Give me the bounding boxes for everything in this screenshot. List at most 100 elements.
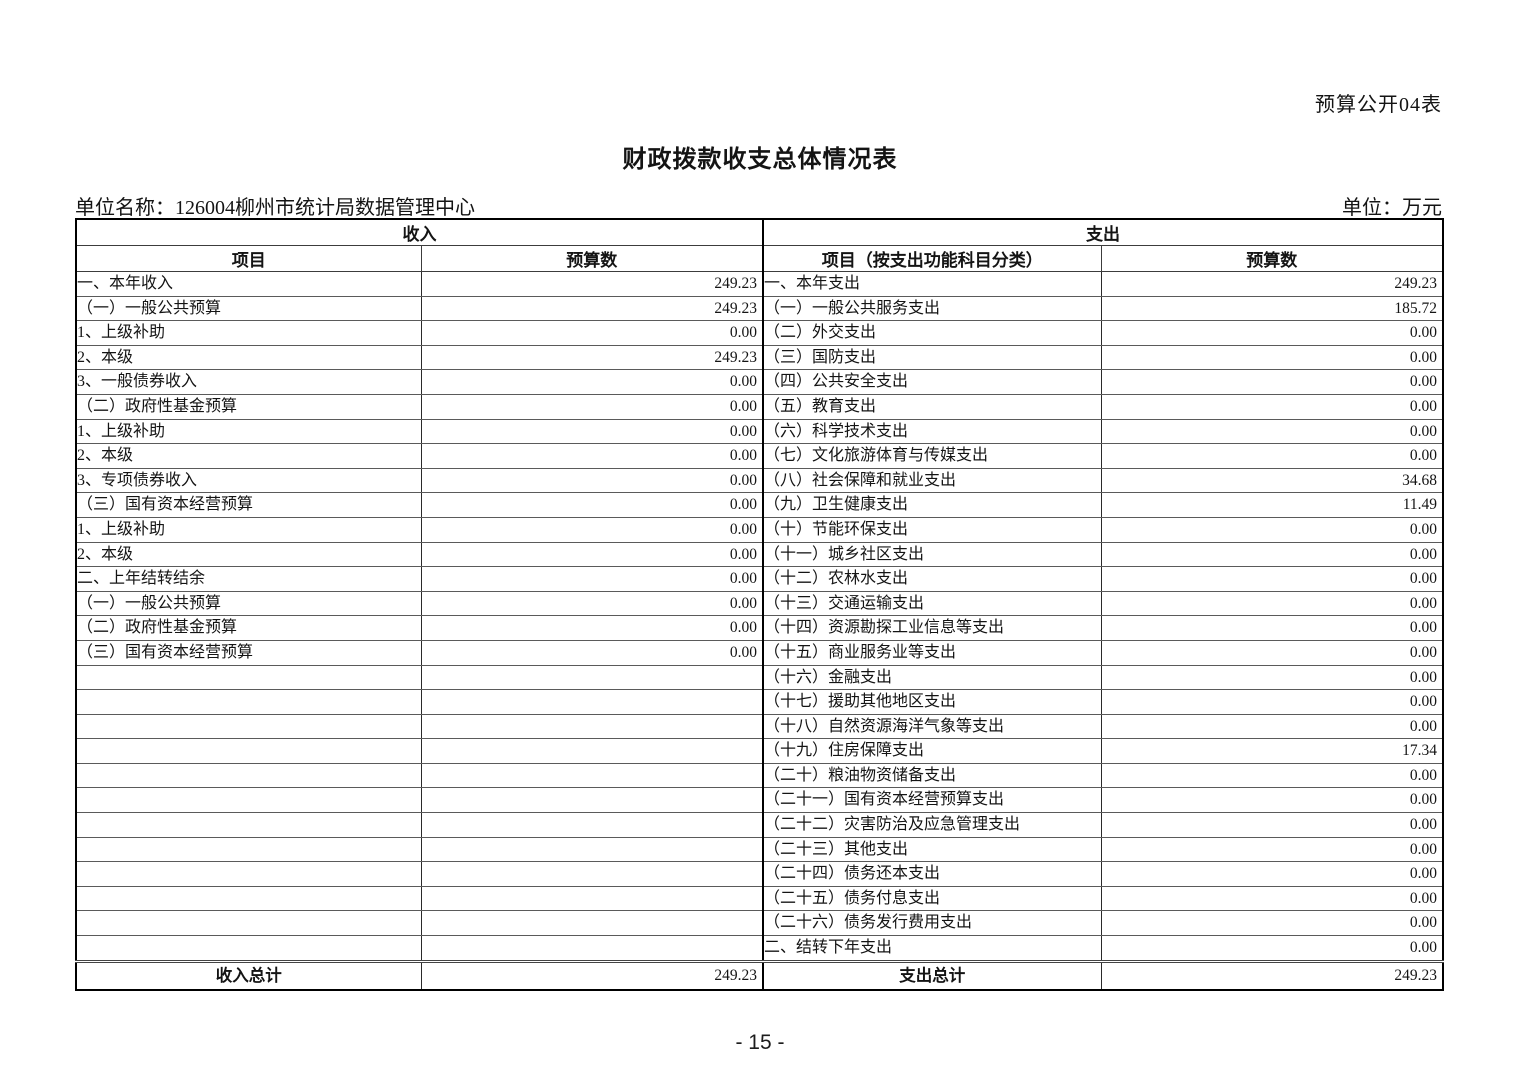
income-item-label xyxy=(75,762,422,789)
expense-item-label: （二十）粮油物资储备支出 xyxy=(762,762,1102,789)
income-budget-value: 0.00 xyxy=(420,393,764,420)
income-item-label: 2、本级 xyxy=(75,443,422,469)
expense-item-label: （十九）住房保障支出 xyxy=(762,738,1102,764)
expense-total-value: 249.23 xyxy=(1100,959,1444,991)
income-item-label: （一）一般公共预算 xyxy=(75,295,422,322)
income-item-label: 3、一般债券收入 xyxy=(75,369,422,395)
income-budget-value: 0.00 xyxy=(420,615,764,641)
expense-item-label: （六）科学技术支出 xyxy=(762,418,1102,445)
income-budget-value xyxy=(420,910,764,937)
expense-item-label: （二）外交支出 xyxy=(762,320,1102,346)
expense-budget-value: 0.00 xyxy=(1100,516,1444,543)
expense-item-label: （九）卫生健康支出 xyxy=(762,492,1102,518)
income-total-label: 收入总计 xyxy=(75,959,422,991)
budget-row: （十八）自然资源海洋气象等支出 0.00 xyxy=(75,713,1444,740)
expense-item-label: （二十四）债务还本支出 xyxy=(762,861,1102,887)
expense-budget-value: 0.00 xyxy=(1100,393,1444,420)
budget-row: （一）一般公共预算 0.00 （十三）交通运输支出 0.00 xyxy=(75,590,1444,617)
income-budget-value: 0.00 xyxy=(420,541,764,568)
expense-budget-value: 0.00 xyxy=(1100,320,1444,346)
income-item-label: 2、本级 xyxy=(75,344,422,371)
income-budget-value: 249.23 xyxy=(420,344,764,371)
budget-row: （十六）金融支出 0.00 xyxy=(75,664,1444,691)
income-budget-value xyxy=(420,885,764,912)
expense-item-label: （十一）城乡社区支出 xyxy=(762,541,1102,568)
expense-budget-value: 0.00 xyxy=(1100,418,1444,445)
budget-row: （十七）援助其他地区支出 0.00 xyxy=(75,689,1444,715)
expense-budget-value: 0.00 xyxy=(1100,639,1444,666)
expense-item-label: （二十二）灾害防治及应急管理支出 xyxy=(762,812,1102,838)
budget-row: （二十一）国有资本经营预算支出 0.00 xyxy=(75,787,1444,814)
budget-row: 二、结转下年支出 0.00 xyxy=(75,935,1444,962)
expense-item-label: （十三）交通运输支出 xyxy=(762,590,1102,617)
budget-row: 2、本级 249.23 （三）国防支出 0.00 xyxy=(75,344,1444,371)
budget-row: 1、上级补助 0.00 （十）节能环保支出 0.00 xyxy=(75,516,1444,543)
expense-item-label: （二十一）国有资本经营预算支出 xyxy=(762,787,1102,814)
expense-budget-value: 0.00 xyxy=(1100,541,1444,568)
income-budget-value xyxy=(420,713,764,740)
budget-row: （二十二）灾害防治及应急管理支出 0.00 xyxy=(75,812,1444,838)
expense-budget-value: 0.00 xyxy=(1100,664,1444,691)
expense-item-label: （二十六）债务发行费用支出 xyxy=(762,910,1102,937)
income-item-label: 3、专项债券收入 xyxy=(75,467,422,494)
budget-row: 1、上级补助 0.00 （二）外交支出 0.00 xyxy=(75,320,1444,346)
expense-section-header: 支出 xyxy=(762,218,1444,246)
expense-item-column-header: 项目（按支出功能科目分类） xyxy=(762,245,1102,272)
income-item-label: （二）政府性基金预算 xyxy=(75,393,422,420)
expense-budget-value: 0.00 xyxy=(1100,812,1444,838)
expense-item-label: （十）节能环保支出 xyxy=(762,516,1102,543)
expense-budget-value: 0.00 xyxy=(1100,566,1444,592)
expense-item-label: （十八）自然资源海洋气象等支出 xyxy=(762,713,1102,740)
income-budget-column-header: 预算数 xyxy=(420,245,764,272)
expense-budget-value: 0.00 xyxy=(1100,590,1444,617)
budget-row: （十九）住房保障支出 17.34 xyxy=(75,738,1444,764)
income-budget-value: 0.00 xyxy=(420,516,764,543)
income-item-label xyxy=(75,836,422,863)
income-item-label: 1、上级补助 xyxy=(75,418,422,445)
income-budget-value xyxy=(420,861,764,887)
income-budget-value xyxy=(420,787,764,814)
income-item-label xyxy=(75,689,422,715)
expense-item-label: （十五）商业服务业等支出 xyxy=(762,639,1102,666)
expense-budget-value: 0.00 xyxy=(1100,615,1444,641)
income-item-label xyxy=(75,738,422,764)
income-budget-value: 0.00 xyxy=(420,566,764,592)
expense-budget-value: 0.00 xyxy=(1100,689,1444,715)
income-item-label: 1、上级补助 xyxy=(75,516,422,543)
budget-row: 3、专项债券收入 0.00 （八）社会保障和就业支出 34.68 xyxy=(75,467,1444,494)
income-item-label: 二、上年结转结余 xyxy=(75,566,422,592)
page-title: 财政拨款收支总体情况表 xyxy=(622,147,898,173)
expense-budget-value: 0.00 xyxy=(1100,443,1444,469)
income-budget-value: 249.23 xyxy=(420,271,764,297)
expense-item-label: （十二）农林水支出 xyxy=(762,566,1102,592)
budget-row: （二十）粮油物资储备支出 0.00 xyxy=(75,762,1444,789)
budget-row: （二）政府性基金预算 0.00 （五）教育支出 0.00 xyxy=(75,393,1444,420)
budget-row: （二）政府性基金预算 0.00 （十四）资源勘探工业信息等支出 0.00 xyxy=(75,615,1444,641)
expense-item-label: （一）一般公共服务支出 xyxy=(762,295,1102,322)
income-budget-value xyxy=(420,738,764,764)
budget-row: 1、上级补助 0.00 （六）科学技术支出 0.00 xyxy=(75,418,1444,445)
expense-budget-value: 34.68 xyxy=(1100,467,1444,494)
expense-budget-column-header: 预算数 xyxy=(1100,245,1444,272)
income-total-value: 249.23 xyxy=(420,959,764,991)
section-header-row: 收入 支出 xyxy=(75,218,1444,246)
budget-row: 二、上年结转结余 0.00 （十二）农林水支出 0.00 xyxy=(75,566,1444,592)
income-item-label: （一）一般公共预算 xyxy=(75,590,422,617)
income-budget-value: 0.00 xyxy=(420,320,764,346)
page-number: - 15 - xyxy=(735,1031,785,1054)
expense-budget-value: 185.72 xyxy=(1100,295,1444,322)
column-header-row: 项目 预算数 项目（按支出功能科目分类） 预算数 xyxy=(75,245,1444,272)
budget-row: 2、本级 0.00 （十一）城乡社区支出 0.00 xyxy=(75,541,1444,568)
income-item-label xyxy=(75,935,422,962)
budget-row: （二十三）其他支出 0.00 xyxy=(75,836,1444,863)
income-section-header: 收入 xyxy=(75,218,764,246)
expense-budget-value: 249.23 xyxy=(1100,271,1444,297)
expense-budget-value: 0.00 xyxy=(1100,910,1444,937)
budget-row: （一）一般公共预算 249.23 （一）一般公共服务支出 185.72 xyxy=(75,295,1444,322)
doc-number-label: 预算公开04表 xyxy=(1315,94,1442,116)
expense-item-label: 一、本年支出 xyxy=(762,271,1102,297)
expense-budget-value: 0.00 xyxy=(1100,713,1444,740)
unit-of-measure-label: 单位：万元 xyxy=(1342,197,1442,219)
expense-budget-value: 0.00 xyxy=(1100,935,1444,962)
